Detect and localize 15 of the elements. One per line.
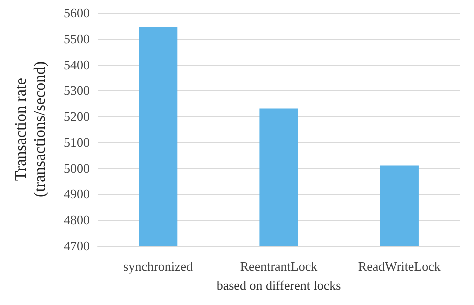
x-tick-label: ReentrantLock bbox=[240, 259, 318, 274]
y-tick-label: 5400 bbox=[64, 57, 90, 72]
x-tick-label: ReadWriteLock bbox=[358, 259, 442, 274]
y-tick-label: 5000 bbox=[64, 160, 90, 176]
y-axis-title: Transaction rate (transactions/second) bbox=[13, 62, 49, 198]
y-tick-label: 5200 bbox=[64, 109, 90, 124]
y-tick-label: 5600 bbox=[64, 6, 90, 20]
y-tick-label: 4800 bbox=[64, 212, 90, 228]
y-tick-label: 5300 bbox=[64, 83, 90, 98]
x-axis-title: based on different locks bbox=[216, 278, 342, 293]
y-tick-label: 4900 bbox=[64, 186, 90, 202]
y-tick-label: 4700 bbox=[64, 238, 90, 254]
x-tick-label: synchronized bbox=[124, 259, 194, 274]
y-tick-label: 5100 bbox=[64, 134, 90, 150]
y-tick-label: 5500 bbox=[64, 31, 90, 46]
